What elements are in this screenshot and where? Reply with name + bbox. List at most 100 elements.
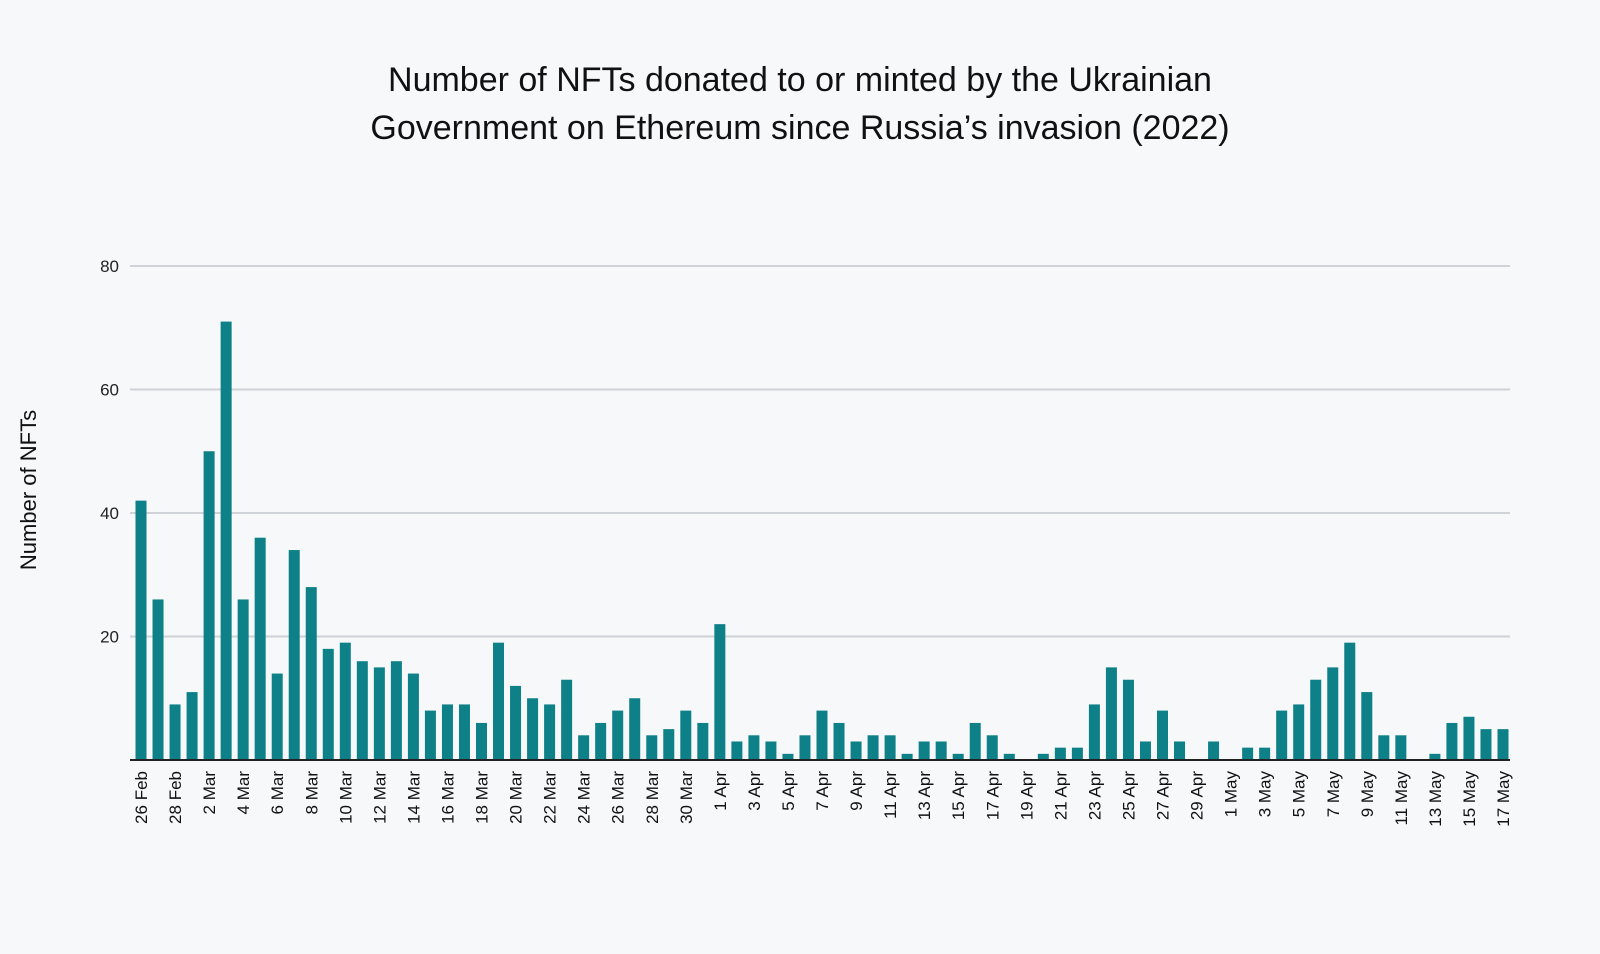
bar [1446,722,1458,760]
bar [458,704,470,760]
x-tick-label: 21 Apr [1051,771,1070,820]
y-axis-label: Number of NFTs [16,410,41,570]
bar [646,735,658,760]
bar [1054,747,1066,760]
x-tick-label: 11 May [1392,771,1411,826]
y-axis-ticks: 20 40 60 80 [100,257,119,647]
bar [1378,735,1390,760]
x-tick-label: 2 Mar [200,771,219,815]
bar [867,735,879,760]
bar [850,741,862,760]
bar [1480,729,1492,761]
x-tick-label: 1 May [1222,771,1241,818]
bar [1139,741,1151,760]
x-tick-label: 8 Mar [302,771,321,815]
bar [544,704,556,760]
x-tick-label: 14 Mar [404,771,423,824]
bar [680,710,692,760]
x-tick-label: 15 Apr [949,771,968,820]
x-tick-label: 30 Mar [677,771,696,824]
bar [1003,753,1015,760]
x-tick-label: 3 May [1256,771,1275,818]
x-tick-label: 28 Feb [166,771,185,824]
bar [1327,667,1339,761]
y-tick-label: 60 [100,381,119,400]
bar [476,722,487,760]
bar [305,587,317,760]
bar [407,673,419,760]
x-axis-ticks: 26 Feb 28 Feb 2 Mar 4 Mar 6 Mar 8 Mar 10 Mar 12… [132,771,1513,827]
chart-title-line-1: Number of NFTs donated to or minted by t… [388,61,1212,99]
bar [799,735,811,760]
x-tick-label: 25 Apr [1119,771,1138,820]
chart-title: Number of NFTs donated to or minted by t… [0,56,1600,152]
bar [714,624,726,760]
bar [373,667,385,761]
bar [561,679,573,760]
x-tick-label: 26 Feb [132,771,151,824]
bar [527,698,539,760]
x-tick-label: 18 Mar [473,771,492,824]
bar [578,735,590,760]
x-tick-label: 7 Apr [813,771,832,811]
bar [816,710,828,760]
chart-title-line-2: Government on Ethereum since Russia’s in… [370,109,1230,147]
bar [1497,729,1509,761]
bar [1344,642,1356,760]
bar [254,537,266,760]
bar [918,741,930,760]
x-tick-label: 12 Mar [370,771,389,824]
gridlines [130,265,1510,638]
bar [663,729,675,761]
bar [1276,710,1288,760]
x-tick-label: 4 Mar [234,771,253,815]
x-tick-label: 16 Mar [438,771,457,824]
bar [441,704,453,760]
bar [1174,741,1186,760]
x-tick-label: 29 Apr [1188,771,1207,820]
x-tick-label: 6 Mar [268,771,287,815]
y-tick-label: 20 [100,628,119,647]
bar [595,722,607,760]
bar [288,550,300,760]
bar [390,661,402,760]
bar [884,735,896,760]
bar [935,741,947,760]
bar [612,710,624,760]
bar [901,753,913,760]
x-tick-label: 17 May [1494,771,1513,827]
x-tick-label: 20 Mar [507,771,526,824]
bar [1037,753,1049,760]
bar [1259,747,1271,760]
bar [424,710,436,760]
bar [1105,667,1117,761]
bars [135,321,1509,761]
bar [782,753,794,760]
x-tick-label: 1 Apr [711,771,730,811]
bar [1293,704,1305,760]
x-tick-label: 3 Apr [745,771,764,811]
bar [220,321,232,760]
x-tick-label: 13 Apr [915,771,934,820]
x-tick-label: 5 Apr [779,771,798,811]
bar [697,722,709,760]
bar [986,735,998,760]
bar [1122,679,1134,760]
bar [169,704,181,760]
bar [1429,753,1441,760]
x-tick-label: 24 Mar [575,771,594,824]
bar [1208,741,1220,760]
bar [203,451,215,760]
x-tick-label: 9 Apr [847,771,866,811]
x-tick-label: 27 Apr [1154,771,1173,820]
y-tick-label: 80 [100,257,119,276]
x-tick-label: 11 Apr [881,771,900,819]
x-tick-label: 23 Apr [1085,771,1104,820]
bar [731,741,743,760]
x-tick-label: 10 Mar [336,771,355,824]
y-tick-label: 40 [100,504,119,523]
bar [322,648,334,760]
bar [1088,704,1100,760]
bar [748,735,760,760]
